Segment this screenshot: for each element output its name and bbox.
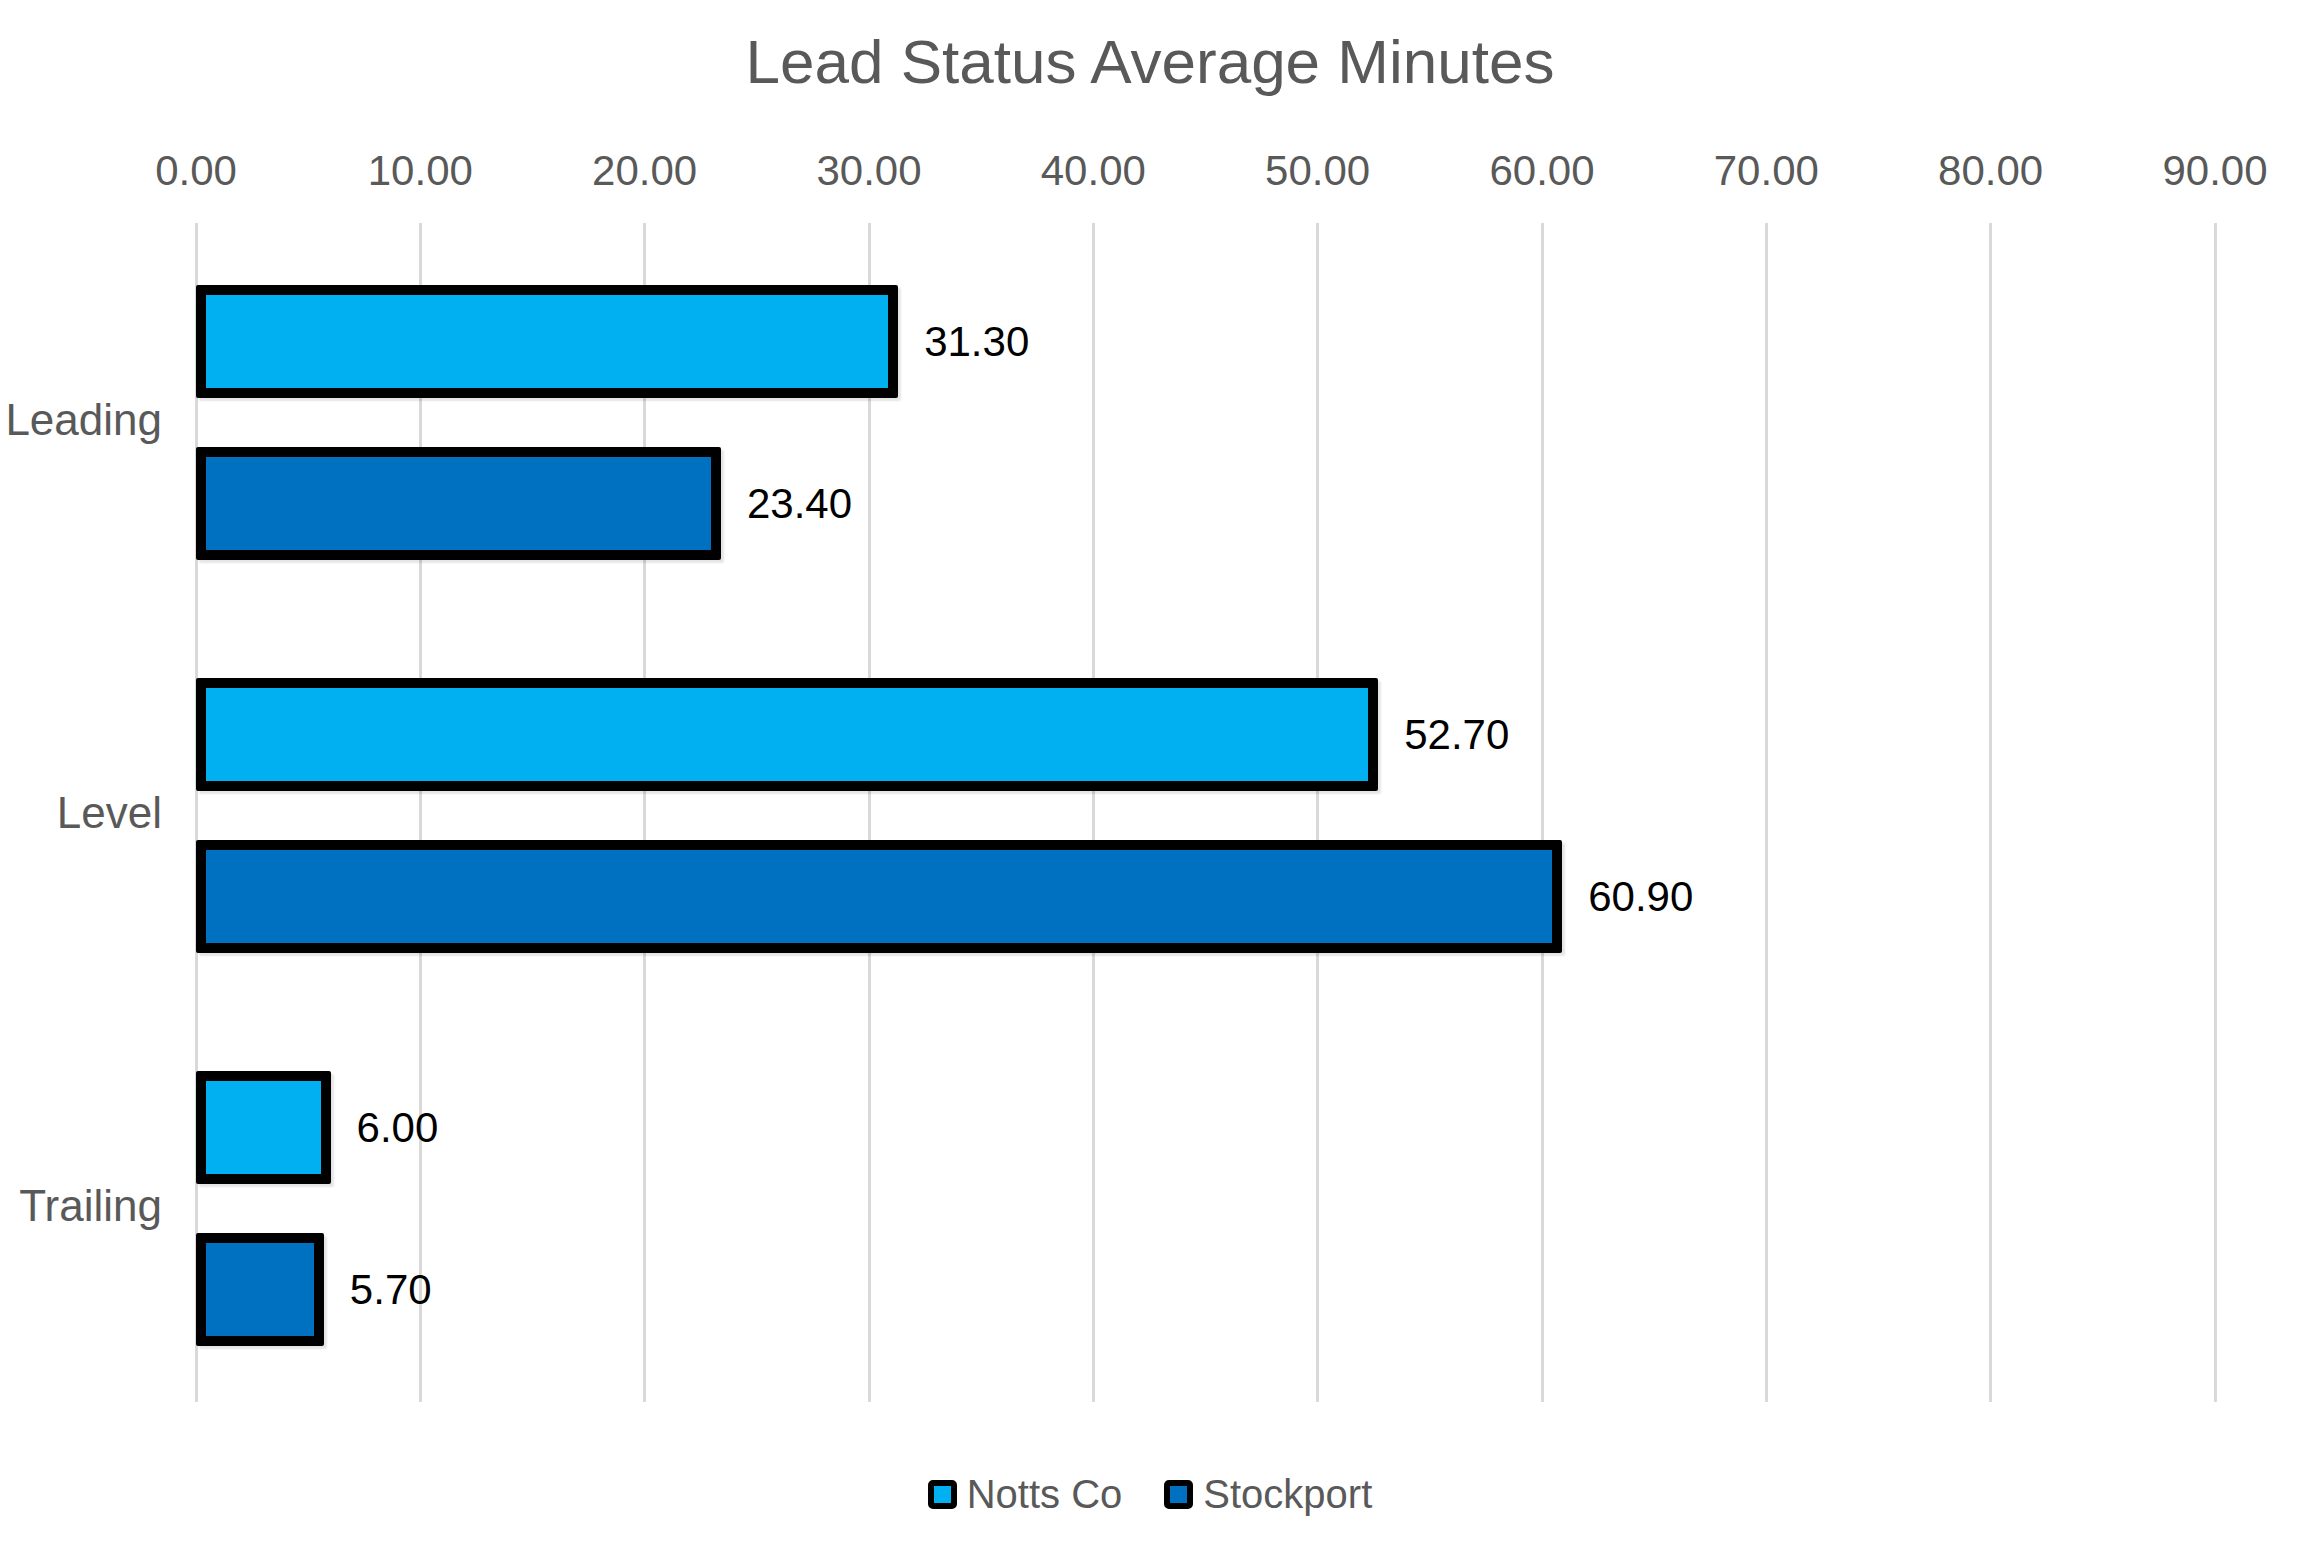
bar-value-label: 5.70 xyxy=(350,1233,432,1346)
bar-stockport-level xyxy=(196,840,1562,953)
gridline xyxy=(643,223,646,1402)
gridline xyxy=(195,223,198,1402)
x-axis-tick-label: 70.00 xyxy=(1686,148,1846,194)
x-axis-tick-label: 0.00 xyxy=(116,148,276,194)
legend: Notts Co Stockport xyxy=(0,1466,2300,1522)
bar-value-label: 23.40 xyxy=(747,447,852,560)
gridline xyxy=(868,223,871,1402)
x-axis-tick-label: 10.00 xyxy=(340,148,500,194)
bar-value-label: 60.90 xyxy=(1588,840,1693,953)
gridline xyxy=(419,223,422,1402)
x-axis-tick-label: 90.00 xyxy=(2135,148,2295,194)
x-axis-tick-label: 40.00 xyxy=(1013,148,1173,194)
gridline xyxy=(1541,223,1544,1402)
bar-notts-co-level xyxy=(196,678,1378,791)
gridline xyxy=(1092,223,1095,1402)
y-axis-category-label: Level xyxy=(0,616,162,1009)
y-axis-category-label: Leading xyxy=(0,223,162,616)
y-axis-category-label: Trailing xyxy=(0,1009,162,1402)
legend-label: Stockport xyxy=(1203,1472,1372,1517)
legend-label: Notts Co xyxy=(967,1472,1123,1517)
chart-title: Lead Status Average Minutes xyxy=(0,26,2300,97)
bar-value-label: 31.30 xyxy=(924,285,1029,398)
gridline xyxy=(2214,223,2217,1402)
legend-entry-stockport: Stockport xyxy=(1164,1472,1372,1517)
bar-notts-co-trailing xyxy=(196,1071,331,1184)
x-axis-tick-label: 60.00 xyxy=(1462,148,1622,194)
gridline xyxy=(1316,223,1319,1402)
bar-notts-co-leading xyxy=(196,285,898,398)
legend-marker-icon xyxy=(1164,1480,1193,1509)
bar-value-label: 52.70 xyxy=(1404,678,1509,791)
x-axis-tick-label: 20.00 xyxy=(565,148,725,194)
x-axis-tick-label: 30.00 xyxy=(789,148,949,194)
legend-entry-notts-co: Notts Co xyxy=(928,1472,1123,1517)
gridline xyxy=(1765,223,1768,1402)
bar-stockport-leading xyxy=(196,447,721,560)
bar-stockport-trailing xyxy=(196,1233,324,1346)
legend-marker-icon xyxy=(928,1480,957,1509)
bar-value-label: 6.00 xyxy=(357,1071,439,1184)
x-axis-tick-label: 50.00 xyxy=(1238,148,1398,194)
gridline xyxy=(1989,223,1992,1402)
bar-chart: Lead Status Average Minutes 0.00 10.00 20.… xyxy=(0,0,2300,1560)
x-axis-tick-label: 80.00 xyxy=(1911,148,2071,194)
